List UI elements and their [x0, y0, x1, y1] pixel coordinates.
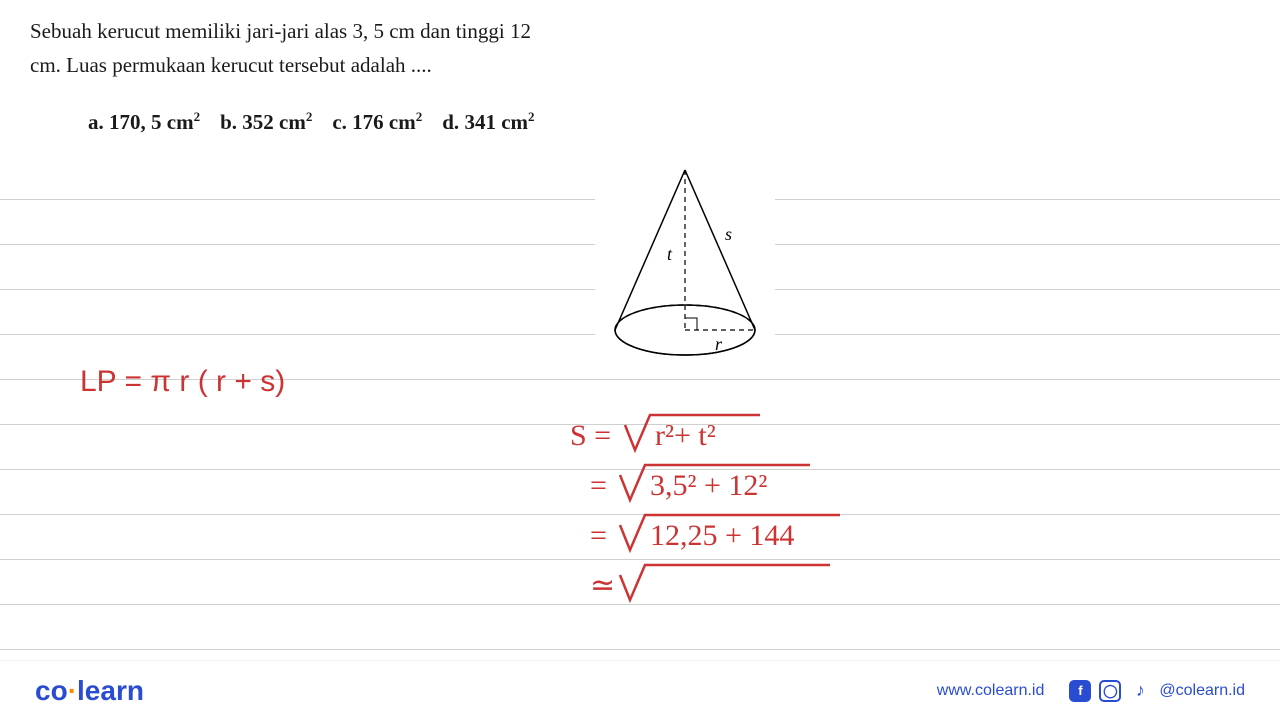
question-line-2: cm. Luas permukaan kerucut tersebut adal… [30, 49, 1250, 83]
cone-label-s: s [725, 224, 732, 244]
option-a: a. 170, 5 cm2 [80, 107, 208, 137]
option-a-value: 170, 5 cm [109, 110, 194, 134]
option-c-sup: 2 [416, 109, 423, 124]
hw-calc-3-body: 12,25 + 144 [650, 519, 794, 552]
tiktok-icon: ♪ [1129, 680, 1151, 702]
hw-eq-2: = [590, 469, 607, 502]
social-icons: f ◯ ♪ @colearn.id [1069, 680, 1245, 702]
cone-svg: t s r [595, 160, 775, 370]
cone-label-t: t [667, 244, 673, 264]
logo-dot: · [68, 675, 77, 706]
option-d-sup: 2 [528, 109, 535, 124]
option-c-label: c. [332, 110, 347, 134]
option-a-label: a. [88, 110, 104, 134]
option-a-sup: 2 [194, 109, 201, 124]
hw-eq-3: = [590, 519, 607, 552]
footer-right: www.colearn.id f ◯ ♪ @colearn.id [937, 680, 1245, 702]
option-c: c. 176 cm2 [324, 107, 430, 137]
hw-calc-2-body: 3,5² + 12² [650, 469, 767, 502]
option-b: b. 352 cm2 [212, 107, 320, 137]
option-b-sup: 2 [306, 109, 313, 124]
option-d-value: 341 cm [464, 110, 528, 134]
facebook-icon: f [1069, 680, 1091, 702]
hw-calc-s: S = [570, 419, 611, 452]
option-d: d. 341 cm2 [434, 107, 542, 137]
cone-label-r: r [715, 334, 723, 354]
question-block: Sebuah kerucut memiliki jari-jari alas 3… [0, 0, 1280, 97]
handwritten-formula: LP = π r ( r + s) [80, 365, 285, 399]
cone-base-front-arc [615, 330, 755, 355]
footer-handle: @colearn.id [1159, 682, 1245, 700]
option-b-value: 352 cm [242, 110, 306, 134]
brand-logo: co·learn [35, 675, 144, 707]
hw-calc-1-body: r²+ t² [655, 419, 716, 452]
option-c-value: 176 cm [352, 110, 416, 134]
option-b-label: b. [220, 110, 237, 134]
option-d-label: d. [442, 110, 459, 134]
instagram-icon: ◯ [1099, 680, 1121, 702]
cone-diagram: t s r [595, 160, 775, 370]
hw-sqrt-4 [620, 565, 830, 600]
footer-bar: co·learn www.colearn.id f ◯ ♪ @colearn.i… [0, 660, 1280, 720]
footer-url: www.colearn.id [937, 682, 1045, 700]
cone-right-angle [685, 318, 697, 330]
logo-co: co [35, 675, 68, 706]
hw-eq-4: ≃ [590, 569, 615, 602]
logo-learn: learn [77, 675, 144, 706]
handwritten-calculation-svg: S = r²+ t² = 3,5² + 12² = 12,25 + 144 ≃ [560, 410, 960, 630]
question-line-1: Sebuah kerucut memiliki jari-jari alas 3… [30, 15, 1250, 49]
